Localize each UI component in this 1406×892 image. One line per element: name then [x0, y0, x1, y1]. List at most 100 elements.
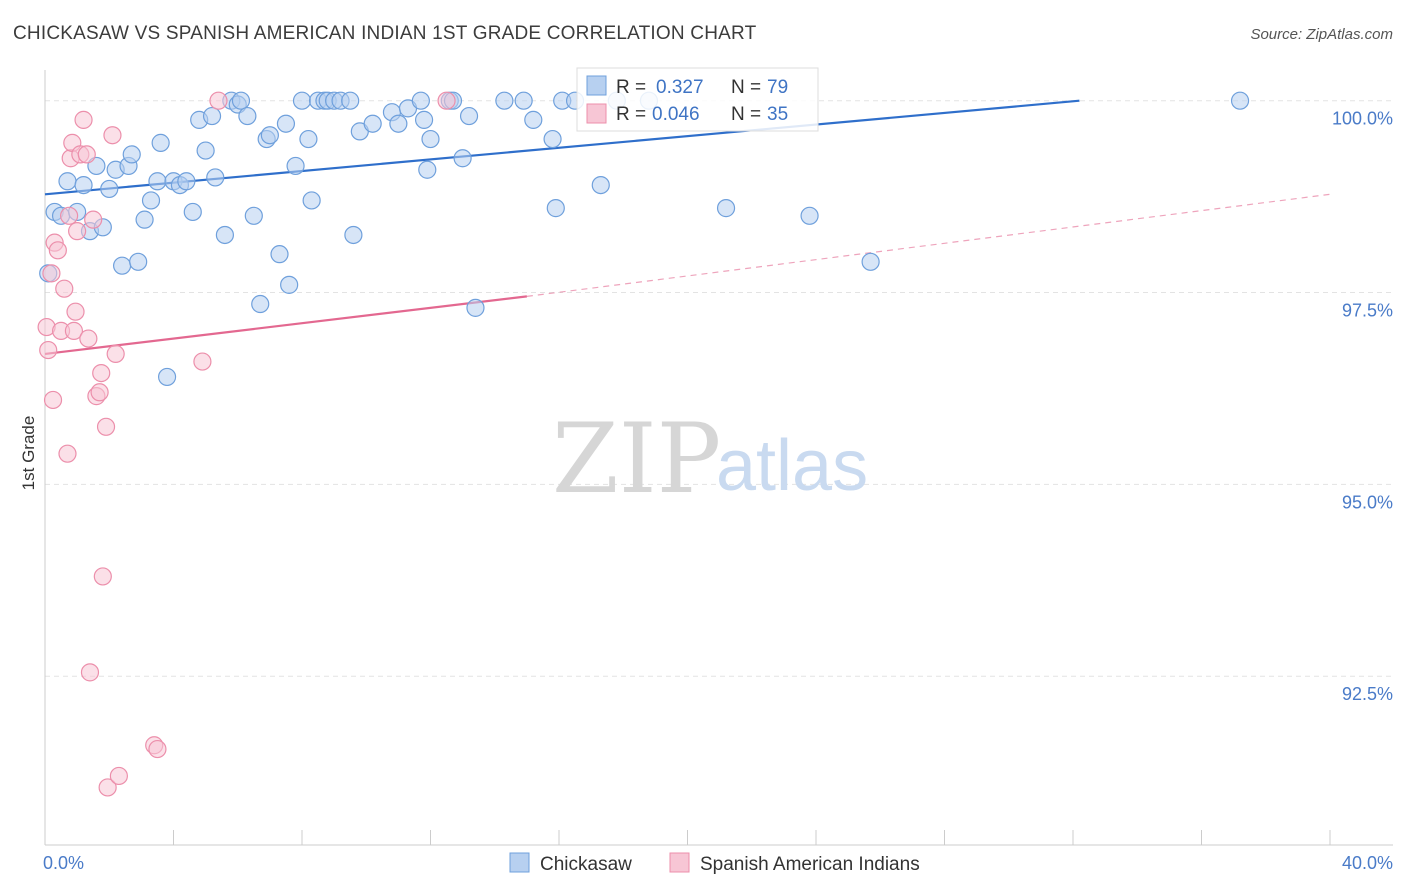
y-tick-label: 95.0% [1342, 492, 1393, 512]
point-chickasaw [286, 156, 305, 176]
point-chickasaw [58, 172, 77, 191]
point-chickasaw [299, 129, 318, 149]
point-chickasaw [418, 160, 437, 179]
point-spanish-american-indians [98, 778, 117, 797]
legend-n-value-chickasaw: 79 [767, 77, 788, 98]
point-spanish-american-indians [193, 352, 212, 371]
stats-legend: R = 0.327 N = 79 R = 0.046 N = 35 [576, 67, 819, 132]
point-spanish-american-indians [80, 663, 100, 682]
watermark: ZIP atlas [552, 403, 868, 515]
point-chickasaw [74, 175, 93, 195]
point-chickasaw [459, 106, 479, 126]
point-chickasaw [341, 91, 360, 110]
point-chickasaw [453, 149, 472, 168]
y-tick-label: 92.5% [1342, 684, 1393, 704]
point-spanish-american-indians [66, 302, 85, 321]
trend-line-spanish-american-indians [44, 295, 528, 356]
point-chickasaw [112, 256, 132, 275]
point-chickasaw [1230, 91, 1250, 110]
point-chickasaw [196, 141, 215, 160]
point-spanish-american-indians [106, 344, 125, 364]
point-spanish-american-indians [43, 390, 63, 410]
legend-swatch-chickasaw [586, 75, 607, 96]
point-spanish-american-indians [96, 417, 116, 436]
legend-r-value-spanish-american-indians: 0.046 [652, 104, 700, 125]
watermark-zip: ZIP [552, 403, 721, 515]
point-chickasaw [206, 168, 225, 187]
point-chickasaw [591, 175, 610, 195]
point-spanish-american-indians [84, 210, 103, 229]
point-chickasaw [129, 252, 148, 271]
legend-r-value-chickasaw: 0.327 [656, 77, 704, 98]
point-spanish-american-indians [39, 340, 58, 360]
point-chickasaw [466, 298, 485, 317]
y-tick-labels: 100.0% 97.5% 95.0% 92.5% [1332, 109, 1393, 704]
y-tick-label: 97.5% [1342, 301, 1393, 321]
point-chickasaw [202, 106, 222, 126]
point-spanish-american-indians [59, 206, 79, 225]
point-chickasaw [270, 245, 289, 264]
point-chickasaw [495, 91, 514, 110]
point-chickasaw [244, 206, 263, 225]
point-spanish-american-indians [42, 264, 61, 283]
point-chickasaw [238, 106, 257, 126]
point-chickasaw [421, 129, 440, 149]
point-spanish-american-indians [58, 444, 77, 463]
stats-legend-box [576, 67, 819, 132]
point-chickasaw [414, 110, 434, 129]
point-chickasaw [157, 367, 177, 387]
point-chickasaw [122, 145, 141, 164]
point-chickasaw [251, 294, 270, 314]
point-chickasaw [514, 91, 533, 110]
bottom-legend-swatch-spanish-american-indians [669, 852, 690, 873]
legend-n-label-spanish-american-indians: N = [731, 104, 761, 125]
point-spanish-american-indians [55, 279, 74, 298]
bottom-legend-swatch-chickasaw [509, 852, 530, 873]
point-spanish-american-indians [68, 222, 87, 241]
point-chickasaw [389, 114, 408, 133]
trend-lines [44, 99, 1331, 356]
point-chickasaw [276, 114, 296, 133]
point-spanish-american-indians [93, 567, 112, 586]
legend-r-label-spanish-american-indians: R = [616, 104, 646, 125]
point-chickasaw [292, 91, 312, 110]
axes [44, 70, 1393, 846]
series-legend: Chickasaw Spanish American Indians [509, 852, 920, 875]
point-spanish-american-indians [148, 739, 167, 759]
legend-n-label-chickasaw: N = [731, 77, 761, 98]
scatter-points [37, 91, 1250, 797]
x-tick-label-max: 40.0% [1342, 853, 1393, 873]
point-spanish-american-indians [437, 91, 456, 110]
point-chickasaw [524, 110, 543, 129]
point-chickasaw [260, 126, 279, 145]
point-spanish-american-indians [109, 766, 128, 786]
point-chickasaw [800, 206, 819, 225]
legend-swatch-spanish-american-indians [586, 103, 607, 124]
point-chickasaw [716, 199, 736, 218]
y-axis-label: 1st Grade [19, 416, 38, 491]
point-chickasaw [183, 202, 202, 222]
point-spanish-american-indians [92, 363, 111, 383]
point-spanish-american-indians [90, 383, 109, 402]
point-chickasaw [177, 172, 196, 191]
legend-n-value-spanish-american-indians: 35 [767, 104, 788, 125]
point-spanish-american-indians [209, 91, 228, 110]
bottom-legend-label-chickasaw: Chickasaw [540, 854, 632, 875]
point-chickasaw [141, 191, 161, 210]
point-chickasaw [543, 129, 562, 149]
point-chickasaw [100, 179, 119, 199]
grid [45, 100, 1393, 677]
x-tick-label-min: 0.0% [43, 853, 84, 873]
legend-r-label-chickasaw: R = [616, 77, 646, 98]
point-spanish-american-indians [64, 321, 84, 340]
point-chickasaw [151, 133, 170, 152]
watermark-atlas: atlas [716, 426, 868, 506]
point-chickasaw [135, 210, 154, 229]
point-chickasaw [344, 225, 363, 245]
point-spanish-american-indians [48, 241, 67, 260]
point-spanish-american-indians [77, 145, 96, 164]
y-tick-label: 100.0% [1332, 109, 1393, 129]
point-spanish-american-indians [74, 110, 93, 129]
point-spanish-american-indians [79, 329, 98, 348]
